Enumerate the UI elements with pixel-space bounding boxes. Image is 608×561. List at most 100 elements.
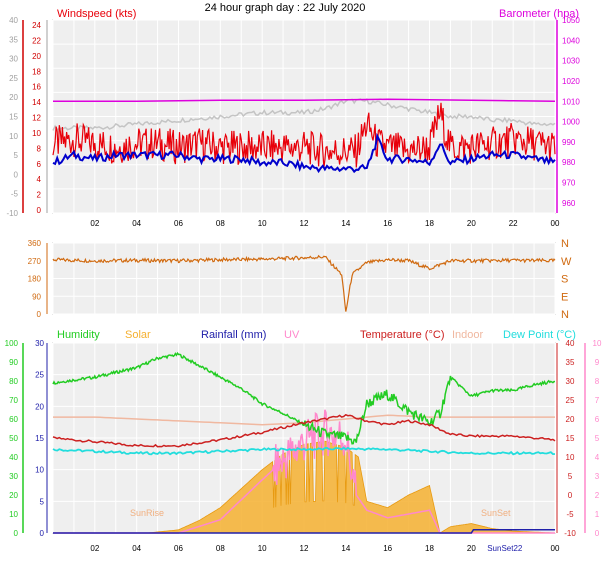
- rainfall-line: [53, 529, 555, 534]
- wind-inner-tick-label: 25: [9, 74, 18, 83]
- wind-outer-tick-label: 14: [32, 98, 41, 107]
- temperature-tick-label: 0: [568, 491, 573, 500]
- wind-outer-tick-label: 18: [32, 67, 41, 76]
- compass-label: W: [561, 256, 572, 268]
- direction-tick-label: 90: [32, 292, 41, 301]
- wind-outer-tick-label: 4: [37, 175, 42, 184]
- sunset-22-label: SunSet22: [487, 544, 523, 553]
- baro-tick-label: 980: [562, 158, 576, 167]
- humidity-tick-label: 90: [9, 358, 18, 367]
- temperature-x-tick-label: 06: [174, 544, 183, 553]
- uv-tick-label: 6: [595, 415, 600, 424]
- sunset-annotation: SunSet: [481, 508, 511, 518]
- direction-tick-label: 360: [28, 239, 42, 248]
- temperature-tick-label: -5: [566, 510, 574, 519]
- legend-rainfall-mm-: Rainfall (mm): [201, 329, 266, 341]
- humidity-tick-label: 50: [9, 434, 18, 443]
- uv-tick-label: 4: [595, 453, 600, 462]
- barometer-legend: Barometer (hpa): [499, 8, 579, 20]
- humidity-tick-label: 0: [14, 529, 19, 538]
- temperature-tick-label: -10: [564, 529, 576, 538]
- uv-tick-label: 8: [595, 377, 600, 386]
- humidity-tick-label: 60: [9, 415, 18, 424]
- temperature-x-tick-label: 02: [90, 544, 99, 553]
- uv-tick-label: 7: [595, 396, 600, 405]
- graph-title: 24 hour graph day : 22 July 2020: [205, 2, 366, 14]
- temperature-tick-label: 25: [566, 396, 575, 405]
- baro-tick-label: 1050: [562, 16, 580, 25]
- compass-label: N: [561, 238, 569, 250]
- rain-tick-label: 0: [40, 529, 45, 538]
- sunrise-annotation: SunRise: [130, 508, 164, 518]
- temperature-x-tick-label: 20: [467, 544, 476, 553]
- temperature-x-tick-label: 10: [258, 544, 267, 553]
- temperature-tick-label: 35: [566, 358, 575, 367]
- wind-x-tick-label: 04: [132, 219, 141, 228]
- wind-x-tick-label: 10: [258, 219, 267, 228]
- wind-x-tick-label: 12: [300, 219, 309, 228]
- wind-inner-tick-label: 40: [9, 16, 18, 25]
- baro-tick-label: 1030: [562, 57, 580, 66]
- humidity-tick-label: 70: [9, 396, 18, 405]
- uv-tick-label: 1: [595, 510, 600, 519]
- wind-inner-tick-label: 5: [14, 151, 19, 160]
- wind-outer-tick-label: 24: [32, 21, 41, 30]
- wind-outer-tick-label: 2: [37, 191, 42, 200]
- humidity-tick-label: 80: [9, 377, 18, 386]
- humidity-tick-label: 40: [9, 453, 18, 462]
- rain-tick-label: 25: [35, 371, 44, 380]
- direction-tick-label: 270: [28, 257, 42, 266]
- windspeed-legend: Windspeed (kts): [57, 8, 136, 20]
- wind-inner-tick-label: 30: [9, 55, 18, 64]
- wind-x-tick-label: 08: [216, 219, 225, 228]
- humidity-tick-label: 30: [9, 472, 18, 481]
- gust-line: [52, 97, 556, 132]
- baro-tick-label: 1000: [562, 118, 580, 127]
- temperature-x-tick-label: 12: [300, 544, 309, 553]
- wind-inner-tick-label: -5: [11, 190, 19, 199]
- uv-tick-label: 10: [593, 339, 602, 348]
- wind-direction-line: [52, 254, 556, 312]
- wind-outer-tick-label: 8: [37, 144, 42, 153]
- rain-tick-label: 30: [35, 339, 44, 348]
- wind-inner-tick-label: 20: [9, 93, 18, 102]
- uv-tick-label: 9: [595, 358, 600, 367]
- compass-label: E: [561, 291, 568, 303]
- wind-outer-tick-label: 10: [32, 129, 41, 138]
- uv-tick-label: 5: [595, 434, 600, 443]
- barometer-line: [53, 98, 556, 103]
- wind-x-tick-label: 20: [467, 219, 476, 228]
- direction-tick-label: 180: [28, 275, 42, 284]
- wind-x-tick-label: 22: [509, 219, 518, 228]
- wind-inner-tick-label: 10: [9, 132, 18, 141]
- uv-tick-label: 0: [595, 529, 600, 538]
- wind-outer-tick-label: 20: [32, 52, 41, 61]
- direction-tick-label: 0: [37, 310, 42, 319]
- legend-indoor: Indoor: [452, 329, 484, 341]
- wind-inner-tick-label: 35: [9, 35, 18, 44]
- uv-tick-label: 2: [595, 491, 600, 500]
- compass-label: N: [561, 309, 569, 321]
- temperature-tick-label: 10: [566, 453, 575, 462]
- baro-tick-label: 1010: [562, 97, 580, 106]
- windspeed-average-line: [52, 132, 556, 174]
- temperature-line: [52, 413, 556, 448]
- compass-label: S: [561, 274, 568, 286]
- temperature-x-tick-label: 18: [425, 544, 434, 553]
- wind-outer-tick-label: 22: [32, 36, 41, 45]
- temperature-tick-label: 20: [566, 415, 575, 424]
- wind-inner-tick-label: -10: [6, 209, 18, 218]
- wind-x-tick-label: 16: [383, 219, 392, 228]
- temperature-x-tick-label: 14: [341, 544, 350, 553]
- wind-x-tick-label: 14: [341, 219, 350, 228]
- humidity-line: [52, 351, 556, 445]
- legend-humidity: Humidity: [57, 329, 100, 341]
- rain-tick-label: 5: [40, 497, 45, 506]
- temperature-tick-label: 40: [566, 339, 575, 348]
- wind-outer-tick-label: 12: [32, 114, 41, 123]
- temperature-tick-label: 30: [566, 377, 575, 386]
- legend-temperature-c-: Temperature (°C): [360, 329, 444, 341]
- baro-tick-label: 960: [562, 199, 576, 208]
- humidity-tick-label: 10: [9, 510, 18, 519]
